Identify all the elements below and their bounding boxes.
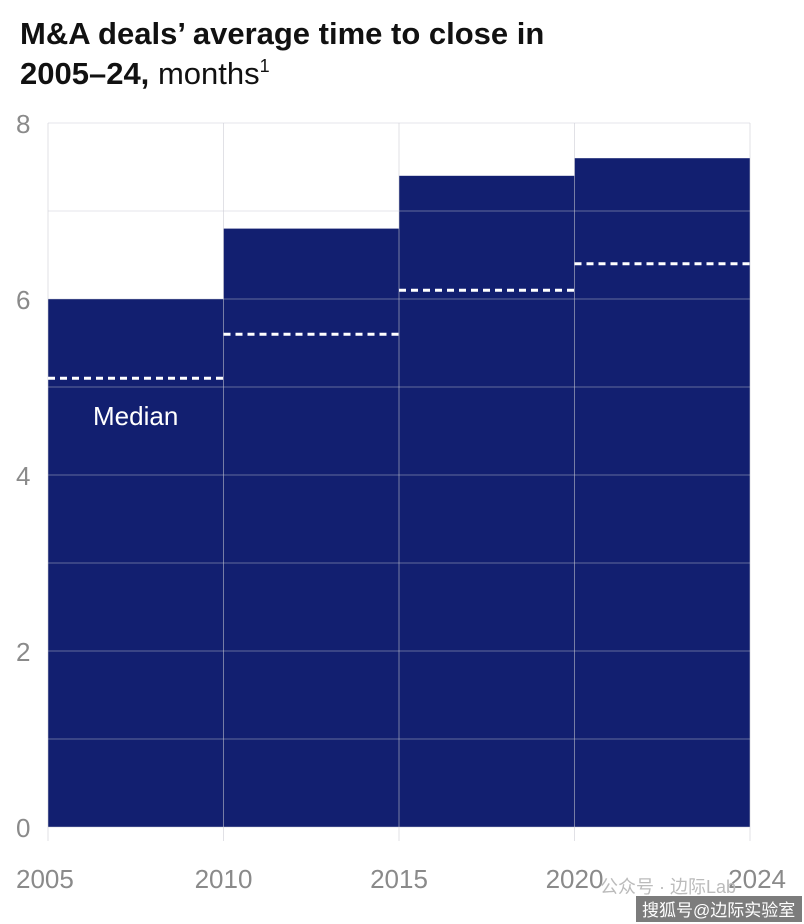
bar — [48, 299, 224, 827]
chart-title: M&A deals’ average time to close in — [20, 16, 544, 51]
watermark2: 搜狐号@边际实验室 — [642, 901, 795, 920]
y-tick-label: 2 — [16, 637, 30, 667]
watermark-bg — [636, 896, 802, 922]
bar — [574, 158, 750, 827]
bar — [223, 228, 399, 828]
title-footnote: 1 — [260, 56, 270, 76]
x-tick-label: 2020 — [546, 864, 604, 894]
y-tick-label: 8 — [16, 109, 30, 139]
x-tick-label: 2024 — [728, 864, 786, 894]
bar — [399, 175, 575, 828]
x-tick-label: 2005 — [16, 864, 74, 894]
median-label: Median — [93, 401, 178, 431]
y-tick-label: 4 — [16, 461, 30, 491]
watermark: 公众号 · 边际Lab — [600, 877, 736, 897]
plot: 0 2 4 6 8 2005 2010 2015 2020 2024 — [16, 109, 786, 894]
y-tick-label: 0 — [16, 813, 30, 843]
title-unit: months — [158, 56, 260, 91]
x-tick-label: 2010 — [195, 864, 253, 894]
x-tick-label: 2015 — [370, 864, 428, 894]
title-years: 2005–24, — [20, 56, 149, 91]
chart-subtitle: 2005–24, months1 — [20, 56, 270, 91]
y-tick-label: 6 — [16, 285, 30, 315]
